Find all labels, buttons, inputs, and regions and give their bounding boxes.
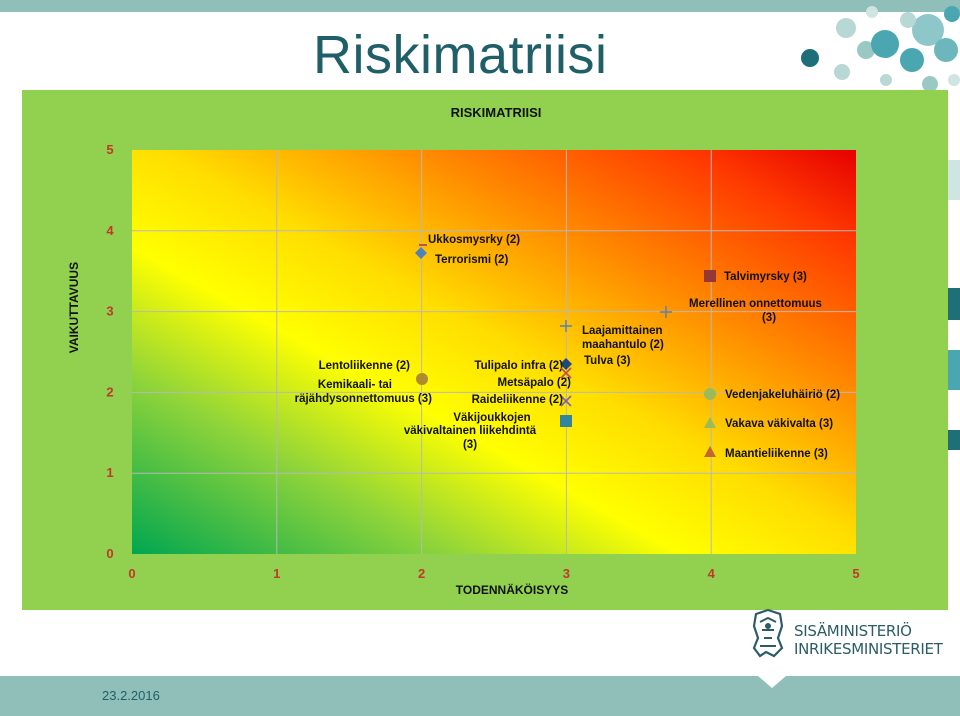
point-label: maahantulo (2) [582,339,664,351]
point-marker-square [560,415,572,427]
decorative-bubbles [801,6,960,92]
lion-coat-of-arms-icon [752,608,784,658]
point-label: Tulva (3) [584,355,631,367]
point-label: (3) [762,312,776,324]
ministry-logo: SISÄMINISTERIÖ INRIKESMINISTERIET [748,608,943,664]
x-tick-label: 3 [563,566,570,581]
chart-title: RISKIMATRIISI [451,105,542,120]
x-tick-label: 2 [418,566,425,581]
point-label: Laajamittainen [582,325,663,337]
point-label: Metsäpalo (2) [498,377,572,389]
risk-matrix-chart: RISKIMATRIISI 0 1 2 3 4 5 0 1 2 3 4 5 TODENNÄKÖISYYS V… [22,90,948,610]
x-axis-title: TODENNÄKÖISYYS [456,582,568,597]
y-tick-label: 2 [106,384,113,399]
slide-date: 23.2.2016 [102,688,160,703]
point-marker-diamond [560,358,572,370]
y-tick-label: 5 [106,142,113,157]
x-tick-label: 4 [708,566,716,581]
point-label: Maantieliikenne (3) [725,448,828,460]
slide-title: Riskimatriisi [313,25,608,85]
point-label: Talvimyrsky (3) [724,271,807,283]
point-label: Merellinen onnettomuus [689,298,822,310]
point-label: Terrorismi (2) [435,254,508,266]
y-axis-title: VAIKUTTAVUUS [67,262,81,353]
point-marker-x [560,395,572,407]
point-marker-square [704,270,716,282]
point-label: Raideliikenne (2) [472,394,564,406]
point-label: räjähdysonnettomuus (3) [295,393,433,405]
side-decoration [948,160,960,450]
point-marker-circle [704,388,716,400]
ministry-name-finnish: SISÄMINISTERIÖ [794,622,912,640]
y-tick-label: 4 [106,223,114,238]
point-marker-triangle [704,446,716,457]
point-marker-diamond [415,247,427,259]
point-marker-plus [660,306,672,318]
y-tick-label: 3 [106,304,113,319]
x-tick-label: 5 [852,566,859,581]
point-marker-x [560,367,572,379]
point-label: Ukkosmysrky (2) [428,234,520,246]
y-tick-label: 0 [106,546,113,561]
risk-gradient-area [132,150,856,554]
point-marker-plus [560,320,572,332]
point-label: väkivaltainen liikehdintä [404,425,537,437]
point-label: Väkijoukkojen [453,412,530,424]
point-marker-triangle [704,417,716,428]
x-tick-label: 0 [128,566,135,581]
point-label: Lentoliikenne (2) [319,360,411,372]
bottom-band [0,676,960,716]
top-band [0,0,960,12]
point-label: Vedenjakeluhäiriö (2) [725,389,840,401]
y-tick-label: 1 [106,465,113,480]
point-label: (3) [463,439,477,451]
point-label: Kemikaali- tai [318,379,392,391]
ministry-name-swedish: INRIKESMINISTERIET [794,640,943,658]
bottom-notch [758,676,786,688]
x-tick-label: 1 [273,566,280,581]
point-label: Tulipalo infra (2) [474,360,563,372]
point-label: Vakava väkivalta (3) [725,418,833,430]
point-marker-circle [416,373,428,385]
